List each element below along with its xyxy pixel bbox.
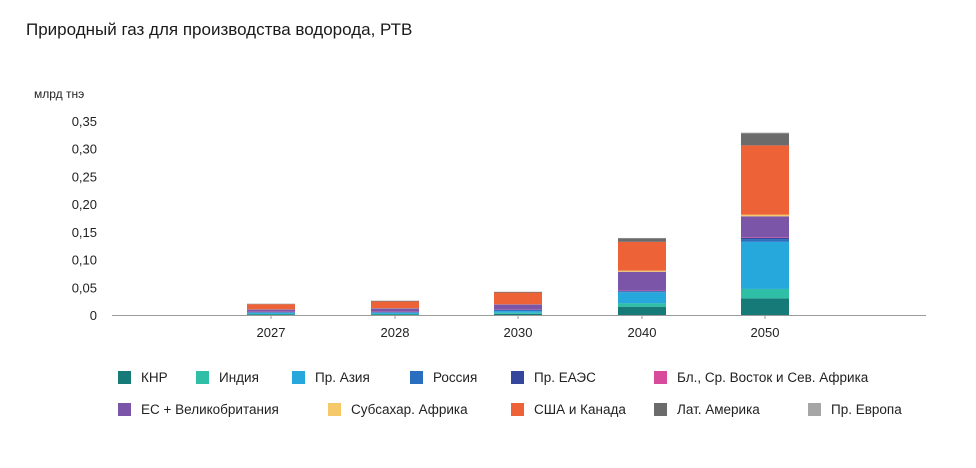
chart-title: Природный газ для производства водорода,… (26, 20, 413, 39)
bar-segment (741, 133, 789, 146)
bar-segment (741, 237, 789, 238)
legend-label: ЕС + Великобритания (141, 402, 279, 417)
bar-segment (247, 312, 295, 314)
bar-segment (371, 301, 419, 309)
bar-segment (618, 290, 666, 291)
bar-segment (741, 145, 789, 215)
x-tick-label: 2050 (751, 325, 780, 340)
y-tick-label: 0,10 (72, 253, 97, 268)
bar-segment (371, 314, 419, 315)
bar-segment (371, 312, 419, 314)
bar-segment (618, 303, 666, 307)
legend-label: Лат. Америка (677, 402, 760, 417)
legend-label: Россия (433, 370, 478, 385)
legend-swatch (118, 403, 131, 416)
legend-swatch (654, 403, 667, 416)
x-tick-label: 2030 (504, 325, 533, 340)
bar-segment (741, 288, 789, 299)
legend-item: Пр. Европа (808, 402, 902, 417)
bar-segment (494, 291, 542, 293)
legend-item: Пр. Азия (292, 370, 370, 385)
legend-item: США и Канада (511, 402, 626, 417)
legend-swatch (196, 371, 209, 384)
bar-segment (741, 241, 789, 289)
bar-segment (741, 239, 789, 242)
legend-swatch (511, 371, 524, 384)
bar-segment (741, 214, 789, 217)
bar-segment (494, 310, 542, 312)
bar-segment (618, 238, 666, 242)
y-tick-label: 0 (90, 308, 97, 323)
bar-segment (741, 132, 789, 134)
bar-segment (494, 311, 542, 313)
bar-segment (618, 290, 666, 292)
bar-segment (494, 312, 542, 314)
legend-label: США и Канада (534, 402, 626, 417)
legend-label: КНР (141, 370, 168, 385)
bar-segment (618, 237, 666, 239)
bar-segment (371, 308, 419, 312)
legend-swatch (328, 403, 341, 416)
bar-segment (247, 304, 295, 310)
legend-swatch (118, 371, 131, 384)
bar-segment (371, 312, 419, 313)
legend-item: Пр. ЕАЭС (511, 370, 596, 385)
bar-segment (371, 313, 419, 315)
x-axis-ticks: 2027 2028 2030 2040 2050 (257, 315, 780, 340)
y-axis-unit-label: млрд тнэ (34, 87, 84, 101)
legend-item: Субсахар. Африка (328, 402, 468, 417)
x-tick-label: 2028 (381, 325, 410, 340)
y-tick-label: 0,30 (72, 142, 97, 157)
bar-segment (247, 313, 295, 315)
bar-segment (494, 313, 542, 315)
bar-segment (494, 292, 542, 305)
legend-swatch (292, 371, 305, 384)
x-tick-label: 2040 (628, 325, 657, 340)
legend-label: Пр. ЕАЭС (534, 370, 596, 385)
bar-segment (618, 270, 666, 272)
bar-segment (618, 241, 666, 271)
legend-swatch (808, 403, 821, 416)
bars (247, 132, 789, 315)
bar-segment (741, 237, 789, 240)
bar-segment (247, 312, 295, 313)
y-tick-label: 0,15 (72, 225, 97, 240)
bar-segment (371, 300, 419, 302)
legend-item: Лат. Америка (654, 402, 760, 417)
bar-segment (618, 292, 666, 304)
bar-segment (618, 291, 666, 293)
y-axis-ticks: 0 0,05 0,10 0,15 0,20 0,25 0,30 0,35 (72, 114, 97, 323)
bar-segment (741, 216, 789, 238)
bar-segment (741, 298, 789, 315)
legend-label: Пр. Азия (315, 370, 370, 385)
legend-label: Субсахар. Африка (351, 402, 468, 417)
legend-swatch (410, 371, 423, 384)
y-tick-label: 0,20 (72, 197, 97, 212)
stacked-bar-chart: млрд тнэ 0 0,05 0,10 0,15 0,20 0,25 0,30 0,35 2… (34, 87, 926, 340)
legend-swatch (654, 371, 667, 384)
legend-item: Россия (410, 370, 477, 385)
bar-segment (494, 304, 542, 310)
legend-label: Бл., Ср. Восток и Сев. Африка (677, 370, 869, 385)
bar-segment (247, 309, 295, 312)
bar-segment (618, 306, 666, 315)
legend-item: Бл., Ср. Восток и Сев. Африка (654, 370, 868, 385)
legend-item: КНР (118, 370, 168, 385)
bar-segment (618, 271, 666, 291)
bar-segment (247, 314, 295, 315)
legend-item: ЕС + Великобритания (118, 402, 279, 417)
legend-item: Индия (196, 370, 259, 385)
y-tick-label: 0,05 (72, 280, 97, 295)
legend-label: Индия (219, 370, 259, 385)
y-tick-label: 0,25 (72, 169, 97, 184)
x-tick-label: 2027 (257, 325, 286, 340)
y-tick-label: 0,35 (72, 114, 97, 129)
legend-label: Пр. Европа (831, 402, 902, 417)
legend-swatch (511, 403, 524, 416)
